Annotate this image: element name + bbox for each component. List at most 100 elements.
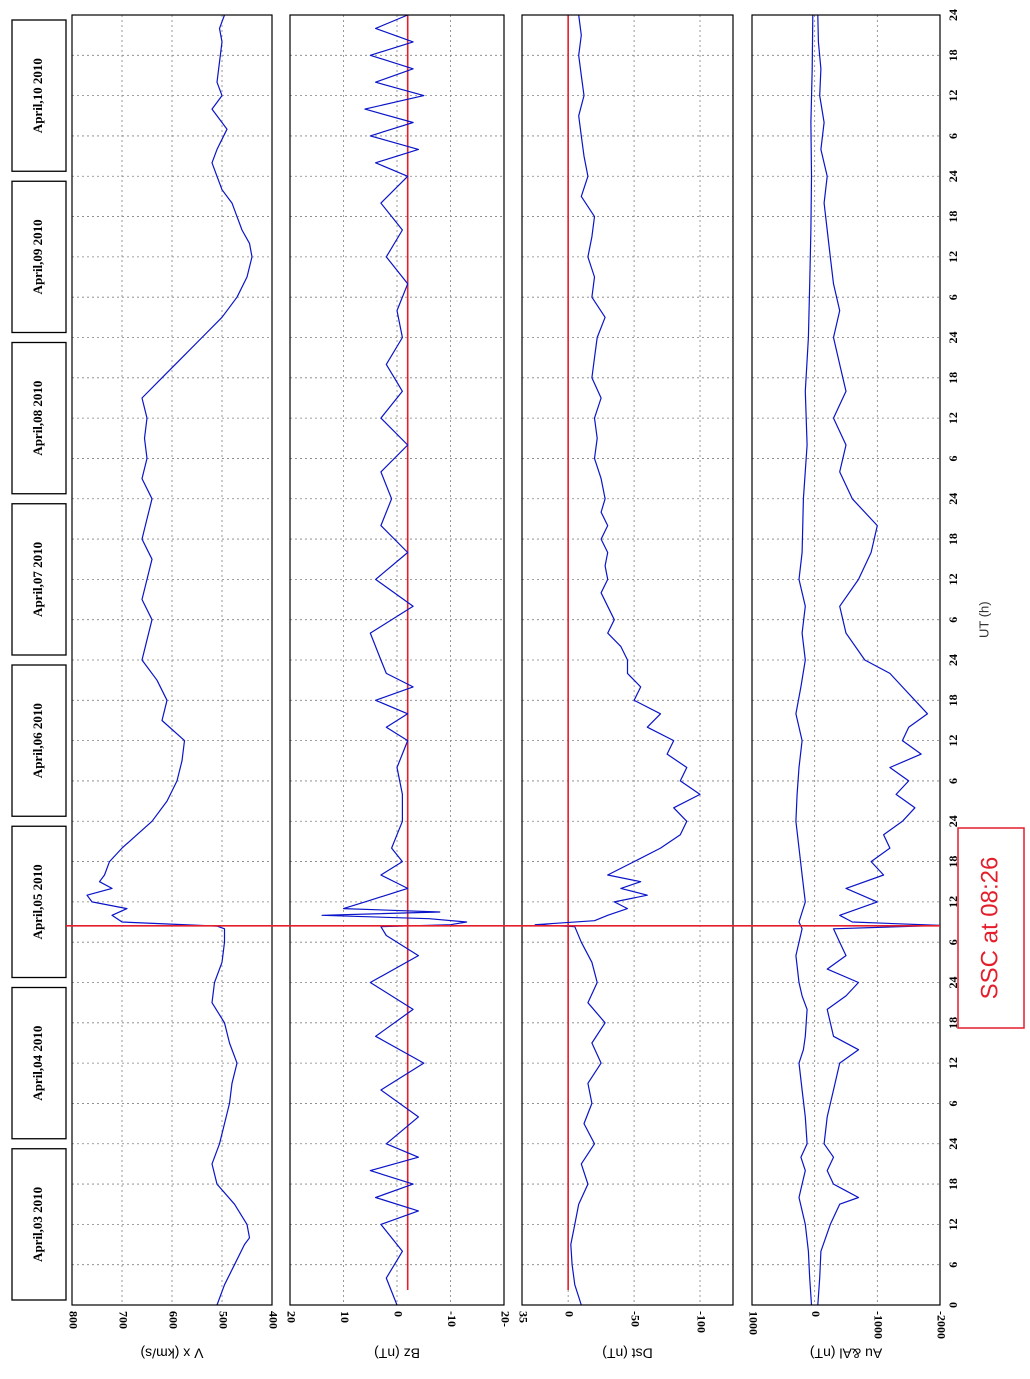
day-label-5: April,07 2010: [11, 503, 67, 656]
x-axis-label: UT (h): [976, 601, 991, 638]
time-tick-label: 12: [946, 251, 960, 263]
ssc-annotation: SSC at 08:26: [66, 827, 1025, 1029]
value-tick-label: -2000: [934, 1311, 948, 1339]
day-label-text: April,09 2010: [30, 219, 45, 294]
panel-axis-label: Bz (nT): [374, 1345, 420, 1361]
day-label-8: April,10 2010: [11, 19, 67, 172]
value-tick-label: 800: [66, 1311, 80, 1329]
panel-dst: -100 -50 0 35 Dst (nT): [516, 14, 734, 1361]
ssc-annotation-box: [957, 827, 1025, 1029]
panel-background: [752, 15, 940, 1305]
time-tick-label: 6: [946, 455, 960, 461]
day-label-text: April,04 2010: [30, 1026, 45, 1101]
x-axis: 0 6 12 18 24 6 12 18 24 6 12 18 24 6 12 18 24 6 12 18 24 6 12 1…: [946, 9, 992, 1308]
value-tick-label: 500: [216, 1311, 230, 1329]
time-tick-label: 18: [946, 49, 960, 61]
series-line-dst-1: [534, 14, 701, 1306]
panel-frame: [289, 14, 505, 1306]
value-tick-label: 35: [516, 1311, 530, 1323]
value-tick-label: 400: [266, 1311, 280, 1329]
value-tick-label: -1000: [872, 1311, 886, 1339]
panel-vx: 400 500 600 700 800 V x (km/s): [66, 14, 280, 1361]
time-tick-label: 12: [946, 90, 960, 102]
time-tick-label: 12: [946, 412, 960, 424]
time-tick-label: 12: [946, 1218, 960, 1230]
day-label-1: April,03 2010: [11, 1148, 67, 1301]
day-label-2: April,04 2010: [11, 986, 67, 1140]
time-tick-label: 18: [946, 533, 960, 545]
time-tick-label: 18: [946, 856, 960, 868]
time-tick-label: 24: [946, 977, 960, 989]
time-tick-label: 6: [946, 1262, 960, 1268]
time-tick-label: 24: [946, 9, 960, 21]
panel-axis-label: V x (km/s): [141, 1345, 204, 1361]
time-tick-label: 6: [946, 133, 960, 139]
panel-axis-label: Dst (nT): [602, 1345, 653, 1361]
value-tick-label: 20-: [498, 1311, 512, 1327]
value-tick-label: 0: [809, 1311, 823, 1317]
day-box: [11, 180, 67, 334]
panel-frame: [751, 14, 941, 1306]
value-tick-label: 600: [166, 1311, 180, 1329]
day-label-3: April,05 2010: [11, 825, 67, 979]
time-tick-label: 6: [946, 294, 960, 300]
value-tick-label: 700: [116, 1311, 130, 1329]
day-box: [11, 1148, 67, 1301]
day-box: [11, 341, 67, 495]
day-box: [11, 19, 67, 172]
panel-axis-label: Au &Al (nT): [810, 1345, 882, 1361]
time-tick-label: 6: [946, 939, 960, 945]
value-tick-label: -10: [445, 1311, 459, 1327]
time-tick-label: 18: [946, 694, 960, 706]
day-box: [11, 825, 67, 979]
value-tick-label: 0: [391, 1311, 405, 1317]
time-tick-label: 24: [946, 493, 960, 505]
series-line-au_al-2: [817, 14, 941, 1306]
day-label-text: April,07 2010: [30, 542, 45, 617]
day-label-6: April,08 2010: [11, 341, 67, 495]
time-tick-label: 18: [946, 372, 960, 384]
day-box: [11, 664, 67, 817]
time-tick-label: 18: [946, 1017, 960, 1029]
time-tick-label: 12: [946, 573, 960, 585]
panel-bz: 20- -10 0 10 20 Bz (nT): [284, 14, 512, 1361]
time-tick-label: 6: [946, 617, 960, 623]
day-label-text: April,10 2010: [30, 58, 45, 133]
day-label-7: April,09 2010: [11, 180, 67, 334]
day-box: [11, 503, 67, 656]
ssc-annotation-text: SSC at 08:26: [976, 857, 1003, 1000]
series-line-au_al-1: [795, 14, 814, 1306]
panel-au_al: -2000 -1000 0 1000 Au &Al (nT): [746, 14, 948, 1361]
time-tick-label: 0: [946, 1302, 960, 1308]
time-tick-label: 24: [946, 815, 960, 827]
day-label-text: April,08 2010: [30, 381, 45, 456]
value-tick-label: 1000: [746, 1311, 760, 1335]
panel-frame: [521, 14, 734, 1306]
time-tick-label: 6: [946, 778, 960, 784]
value-tick-label: 20: [284, 1311, 298, 1323]
day-labels: April,03 2010 April,04 2010 April,05 2010 A…: [11, 19, 67, 1301]
time-tick-label: 12: [946, 1057, 960, 1069]
day-label-text: April,05 2010: [30, 864, 45, 939]
time-tick-label: 24: [946, 170, 960, 182]
value-tick-label: -100: [694, 1311, 708, 1333]
value-tick-label: 0: [562, 1311, 576, 1317]
panel-frame: [71, 14, 273, 1306]
series-line-bz-1: [321, 14, 468, 1306]
value-tick-label: -50: [628, 1311, 642, 1327]
value-tick-label: 10: [338, 1311, 352, 1323]
time-tick-label: 18: [946, 1178, 960, 1190]
time-tick-label: 12: [946, 896, 960, 908]
day-label-text: April,06 2010: [30, 703, 45, 778]
day-label-4: April,06 2010: [11, 664, 67, 817]
day-label-text: April,03 2010: [30, 1187, 45, 1262]
time-tick-label: 6: [946, 1100, 960, 1106]
series-line-vx-1: [86, 14, 253, 1306]
time-tick-label: 12: [946, 735, 960, 747]
time-tick-label: 24: [946, 1138, 960, 1150]
day-box: [11, 986, 67, 1140]
time-tick-label: 24: [946, 654, 960, 666]
time-tick-label: 24: [946, 332, 960, 344]
